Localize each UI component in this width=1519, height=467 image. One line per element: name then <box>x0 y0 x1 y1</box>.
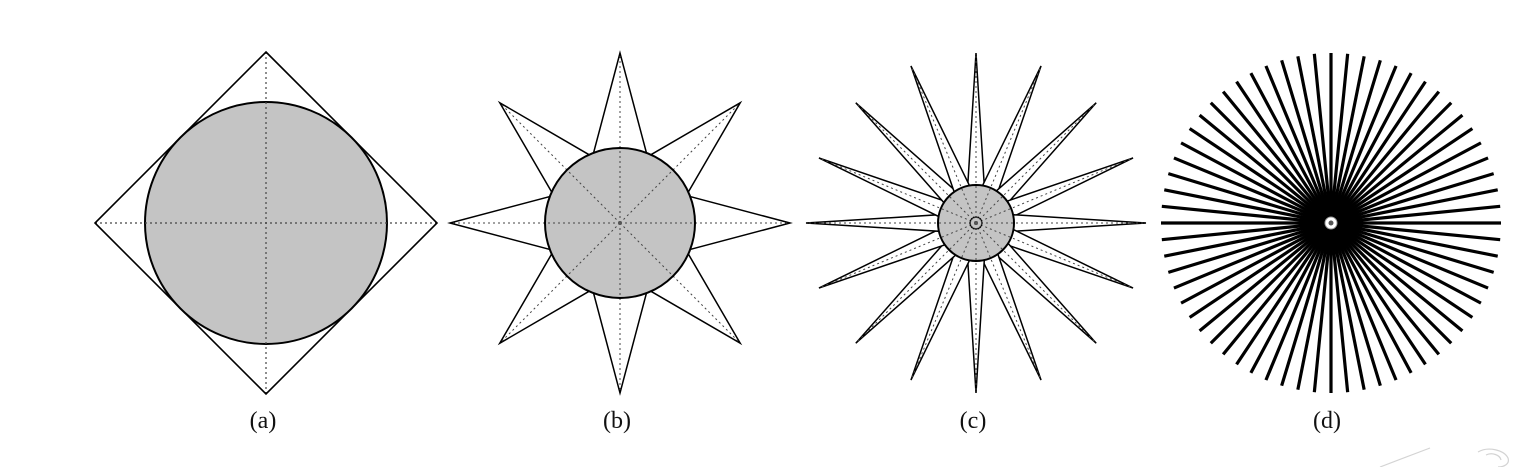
guide-line <box>818 222 977 289</box>
guide-line <box>975 102 1097 224</box>
radial-line <box>1198 221 1333 333</box>
radial-line <box>1312 222 1333 393</box>
radial-line <box>1329 59 1382 224</box>
diamond-outline <box>93 50 439 396</box>
center-dot <box>974 221 978 225</box>
guide-line <box>499 222 621 344</box>
radial-line <box>1280 59 1333 224</box>
panel-b-eight-point-star <box>447 50 793 396</box>
radial-line <box>1221 90 1333 225</box>
radial-line <box>1330 141 1482 225</box>
radial-line <box>1329 222 1398 381</box>
radial-line <box>1330 221 1474 319</box>
radial-line <box>1329 222 1427 366</box>
radial-line <box>1329 72 1413 224</box>
corner-watermark-logo <box>1379 447 1509 467</box>
radial-line <box>1280 222 1333 387</box>
radial-line <box>1264 65 1333 224</box>
radial-line <box>1329 90 1441 225</box>
radial-line <box>1161 204 1332 225</box>
guide-line <box>619 222 741 344</box>
radial-line <box>1312 53 1333 224</box>
radial-line <box>1296 222 1333 391</box>
guide-line <box>855 102 977 224</box>
radial-line <box>1330 221 1501 242</box>
radial-line <box>1198 113 1333 225</box>
radial-line <box>1163 221 1332 258</box>
radial-line <box>1188 127 1332 225</box>
radial-line <box>1167 172 1332 225</box>
panel-c-sixteen-point-star <box>805 52 1147 394</box>
guide-line <box>818 157 977 224</box>
radial-line <box>1330 188 1499 225</box>
radial-line <box>1329 221 1441 356</box>
guide-line <box>975 157 1134 224</box>
panel-d-radial-lines <box>1161 53 1501 393</box>
radial-line <box>1249 72 1333 224</box>
radial-line <box>1235 80 1333 224</box>
radial-line <box>1330 156 1489 225</box>
guide-line <box>975 222 1134 289</box>
radial-line <box>1161 221 1332 242</box>
guide-line <box>855 222 977 344</box>
guide-line <box>619 102 741 224</box>
radial-line <box>1330 221 1495 274</box>
caption-c: (c) <box>960 408 987 434</box>
radial-line <box>1330 172 1495 225</box>
guide-line <box>975 222 1097 344</box>
radial-line <box>1330 221 1499 258</box>
radial-line <box>1329 222 1366 391</box>
radial-line <box>1163 188 1332 225</box>
radial-line <box>1221 221 1333 356</box>
radial-line <box>1173 156 1332 225</box>
caption-b: (b) <box>603 408 631 434</box>
radial-line <box>1329 55 1366 224</box>
guide-line <box>499 102 621 224</box>
caption-d: (d) <box>1313 408 1341 434</box>
radial-line <box>1330 204 1501 225</box>
radial-line <box>1329 222 1413 374</box>
radial-line <box>1180 141 1332 225</box>
radial-line <box>1296 55 1333 224</box>
center-dot <box>618 221 622 225</box>
radial-line <box>1209 101 1333 225</box>
radial-line <box>1188 221 1332 319</box>
radial-line <box>1209 221 1333 345</box>
radial-line <box>1329 221 1453 345</box>
radial-line <box>1329 222 1382 387</box>
radial-line <box>1249 222 1333 374</box>
radial-line <box>1167 221 1332 274</box>
radial-line <box>1329 113 1464 225</box>
radial-line <box>1330 221 1482 305</box>
radial-line <box>1330 221 1489 290</box>
radial-line <box>1329 101 1453 225</box>
radial-line <box>1329 65 1398 224</box>
guide-line <box>975 65 1042 224</box>
radial-line <box>1173 221 1332 290</box>
panel-a-diamond-circle <box>93 50 439 396</box>
radial-line <box>1329 222 1350 393</box>
radial-line <box>1235 222 1333 366</box>
radial-line <box>1329 221 1464 333</box>
center-ring <box>969 216 983 230</box>
radial-line <box>1329 80 1427 224</box>
guide-line <box>910 65 977 224</box>
radial-line <box>1329 53 1350 224</box>
radial-line <box>1330 127 1474 225</box>
guide-line <box>975 222 1042 381</box>
caption-a: (a) <box>250 408 277 434</box>
radial-line <box>1180 221 1332 305</box>
guide-line <box>910 222 977 381</box>
center-dot <box>1328 220 1334 226</box>
radial-line <box>1264 222 1333 381</box>
